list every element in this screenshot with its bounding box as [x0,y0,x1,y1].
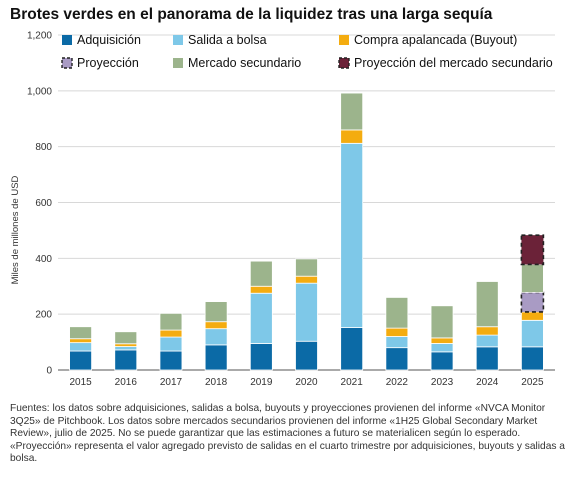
legend-swatch [339,35,349,45]
legend-label: Adquisición [77,33,141,47]
x-tick-label: 2016 [115,377,138,388]
x-tick-label: 2020 [295,377,318,388]
bar-segment [385,336,409,349]
bar-segment [204,328,228,346]
x-tick-label: 2017 [160,377,183,388]
bar-segment [475,346,499,371]
x-tick-label: 2024 [476,377,499,388]
bar-segment [521,311,544,321]
bar-segment [114,349,138,371]
bar-segment [295,282,318,342]
bar-segment [69,350,92,371]
legend: Adquisición Salida a bolsa Compra apalanca… [61,33,553,70]
bar-segment [385,327,409,337]
bar-segment [340,142,364,328]
x-tick-label: 2025 [521,377,544,388]
bar-segment [114,331,138,345]
bar-segment [69,342,92,352]
bar-segment [69,326,92,340]
legend-swatch [338,57,350,69]
legend-label: Salida a bolsa [188,33,267,47]
x-tick-label: 2018 [205,377,228,388]
x-tick-label: 2021 [341,377,364,388]
bar-segment [249,343,273,371]
y-tick-label: 0 [46,366,52,377]
y-tick-label: 1,000 [27,86,52,97]
x-tick-label: 2019 [250,377,273,388]
bar-segment [385,297,409,329]
chart-title: Brotes verdes en el panorama de la liqui… [10,6,493,23]
y-tick-label: 600 [35,198,52,209]
legend-swatch [62,35,72,45]
gridlines [58,34,555,371]
bar-segment [249,292,273,344]
bar-segment [340,92,364,131]
legend-label: Mercado secundario [188,56,301,70]
bar-segment [249,260,273,287]
y-tick-label: 800 [35,142,52,153]
bar-segment [295,275,318,284]
x-tick-label: 2023 [431,377,454,388]
x-tick-label: 2015 [69,377,92,388]
bar-segment [475,281,499,328]
bar-segment [114,346,138,351]
y-tick-label: 400 [35,254,52,265]
bar-segment [204,301,228,323]
bar-segment [295,340,318,371]
bar-segment [520,291,545,313]
bar-segment [159,350,183,371]
bar-segment [430,343,454,353]
x-axis-ticks: 2015 2016 2017 2018 2019 2020 2021 2022 2023 2024… [69,377,544,388]
bar-segment [340,327,364,371]
bar-segment [295,258,318,277]
legend-label: Proyección del mercado secundario [354,56,553,70]
bar-segment [521,319,544,348]
y-axis-label: Miles de millones de USD [10,175,21,284]
bar-segment [204,344,228,371]
bar-segment [159,312,183,331]
bar-segment [340,129,364,144]
legend-label: Compra apalancada (Buyout) [354,33,517,47]
bar-segment [521,346,544,371]
bar-segment [521,264,544,293]
stacked-bar-chart: 0 200 400 600 800 1,000 1,200 Miles de millone… [10,31,555,388]
legend-swatch [61,57,73,69]
bar-segment [430,337,454,344]
bar-segment [114,343,138,347]
legend-swatch [173,58,183,68]
bar-segment [475,326,499,336]
legend-label: Proyección [77,56,139,70]
bar-segment [475,334,499,348]
y-tick-label: 200 [35,310,52,321]
bar-segment [520,234,545,266]
bar-segment [159,336,183,352]
bar-segment [385,347,409,371]
legend-swatch [173,35,183,45]
bar-segment [430,305,454,339]
bar-segment [249,285,273,294]
bar-segment [204,321,228,330]
bar-segment [69,338,92,344]
bar-segment [159,329,183,338]
y-axis-ticks: 0 200 400 600 800 1,000 1,200 [27,31,52,377]
x-tick-label: 2022 [386,377,409,388]
y-tick-label: 1,200 [27,31,52,42]
bar-segment [430,351,454,371]
bars [69,92,545,371]
footnote: Fuentes: los datos sobre adquisiciones, … [10,403,565,465]
